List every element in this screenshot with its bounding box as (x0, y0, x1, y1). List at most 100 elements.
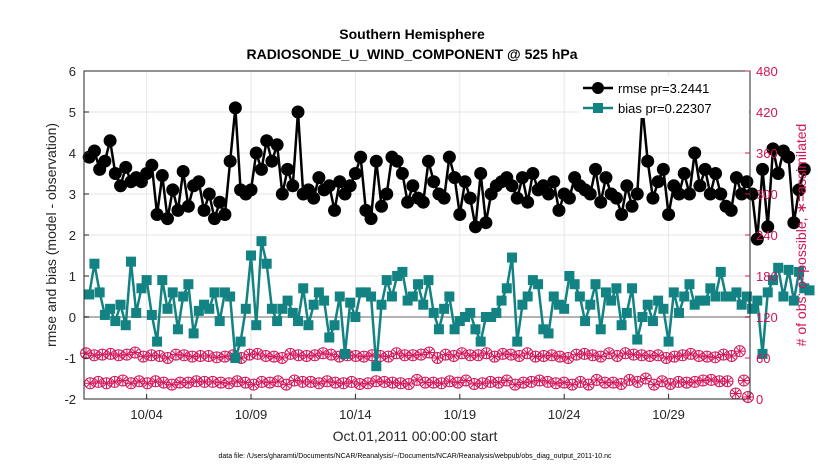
possible-obs-marker (594, 350, 607, 363)
legend-bias-marker (593, 103, 603, 113)
possible-obs-marker (394, 377, 407, 390)
bias-marker (527, 275, 538, 286)
y-tick-label-right: 60 (756, 351, 770, 366)
bias-marker (125, 256, 136, 267)
possible-obs-marker (570, 348, 583, 361)
bias-marker (465, 307, 476, 318)
asterisk-stroke (135, 377, 144, 386)
possible-obs-marker (161, 352, 174, 364)
bias-marker (720, 291, 731, 302)
asterisk-stroke (654, 351, 662, 360)
asterisk-stroke (294, 351, 303, 360)
bias-marker (653, 295, 664, 306)
y-tick-label-left: 2 (69, 228, 76, 243)
bias-marker (501, 283, 512, 294)
rmse-marker (395, 167, 409, 180)
possible-obs-marker (337, 377, 350, 390)
bias-marker (517, 299, 528, 310)
asterisk-stroke (507, 350, 515, 359)
bias-marker (543, 328, 554, 339)
possible-obs-marker (705, 373, 718, 386)
possible-obs-marker (480, 347, 493, 360)
bias-marker (183, 279, 194, 290)
rmse-marker (797, 162, 811, 176)
assimilated-obs-marker (199, 376, 210, 387)
asterisk-stroke (200, 378, 209, 386)
bias-marker (214, 316, 225, 327)
bias-marker (559, 303, 570, 314)
possible-obs-marker (631, 375, 644, 388)
rmse-marker (646, 191, 660, 205)
possible-obs-marker (137, 350, 150, 363)
assimilated-obs-marker (215, 377, 226, 388)
asterisk-stroke (560, 378, 568, 387)
x-tick-label: 10/09 (235, 407, 268, 422)
possible-obs-marker (84, 377, 97, 390)
possible-obs-marker (210, 351, 223, 364)
assimilated-obs-marker (281, 379, 292, 390)
possible-obs-marker (292, 349, 305, 362)
possible-obs-marker (562, 352, 575, 364)
rmse-marker (688, 146, 702, 160)
bias-marker (371, 361, 382, 372)
assimilated-obs-marker (387, 377, 398, 388)
bias-marker (778, 291, 789, 302)
bias-marker (726, 291, 737, 302)
asterisk-stroke (580, 350, 589, 358)
asterisk-stroke (637, 351, 646, 360)
assimilated-obs-marker (698, 375, 709, 386)
possible-obs-marker (431, 352, 444, 364)
bias-marker (679, 291, 690, 302)
possible-obs-marker (639, 372, 652, 385)
possible-obs-marker (578, 347, 591, 360)
assimilated-obs-marker (191, 376, 202, 387)
possible-obs-marker (112, 349, 125, 362)
assimilated-obs-marker (636, 350, 647, 361)
assimilated-obs-marker (501, 375, 512, 386)
rmse-marker (740, 175, 754, 189)
assimilated-obs-marker (395, 378, 406, 389)
asterisk-stroke (188, 352, 197, 361)
bias-marker (303, 320, 314, 331)
asterisk-stroke (270, 352, 278, 361)
asterisk-stroke (98, 350, 107, 359)
bias-marker (193, 305, 204, 316)
bias-marker (334, 291, 345, 302)
assimilated-obs-marker (644, 350, 655, 361)
assimilated-obs-marker (260, 350, 271, 361)
bias-marker (627, 283, 638, 294)
bias-marker (590, 279, 601, 290)
possible-obs-marker (533, 374, 546, 387)
rmse-marker (87, 144, 101, 158)
possible-obs-marker (243, 348, 256, 361)
bias-marker (611, 283, 622, 294)
bias-marker (788, 295, 799, 306)
bias-marker (773, 262, 784, 273)
bias-marker (287, 307, 298, 318)
rmse-marker (108, 167, 122, 180)
y-tick-label-right: 480 (756, 64, 778, 79)
y-tick-label-left: 5 (69, 105, 76, 120)
y-axis-left-label: rmse and bias (model - observation) (43, 123, 59, 347)
y-axis-right-label: # of obs: o=possible; ∗=assimilated (793, 124, 809, 347)
rmse-marker (155, 169, 169, 183)
rmse-marker (275, 187, 289, 201)
asterisk-stroke (388, 378, 397, 387)
rmse-marker (641, 154, 655, 168)
bias-marker (564, 271, 575, 281)
bias-marker (512, 336, 523, 347)
rmse-marker (729, 171, 743, 185)
x-tick-label: 10/29 (652, 407, 685, 422)
asterisk-stroke (543, 378, 552, 386)
rmse-marker (521, 195, 535, 209)
rmse-marker (218, 208, 232, 221)
bias-marker (94, 287, 105, 298)
bias-marker (767, 275, 778, 286)
possible-obs-marker (427, 376, 440, 389)
bias-marker (386, 291, 397, 302)
possible-obs-marker (701, 350, 714, 363)
bias-series (84, 236, 815, 372)
assimilated-obs-marker (424, 347, 435, 358)
rmse-marker (181, 199, 195, 213)
bias-marker (600, 287, 611, 298)
